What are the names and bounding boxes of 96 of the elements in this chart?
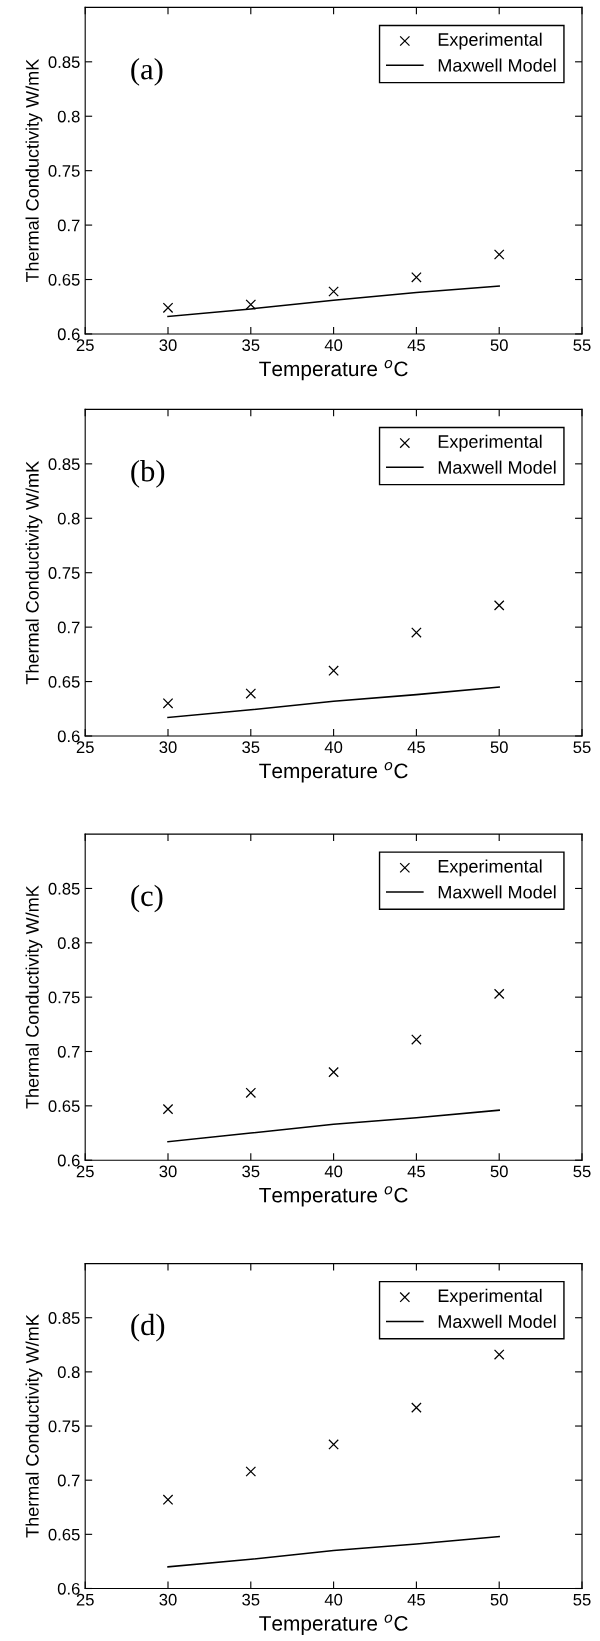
x-tick-label: 35 [242, 1165, 260, 1178]
x-tick-label: 35 [242, 339, 260, 352]
x-tick-label: 40 [324, 1593, 343, 1606]
x-tick-label: 50 [490, 741, 508, 754]
y-tick-label: 0.85 [48, 458, 80, 471]
point [245, 299, 257, 310]
x-tick-label: 55 [573, 1593, 591, 1606]
x-axis-title: Temperature $^{o}$C [259, 761, 408, 783]
y-axis-title: Thermal Conductivity W/mK [25, 58, 43, 283]
x-tick-label: 25 [76, 1165, 94, 1178]
x-tick-label: 45 [407, 339, 425, 352]
y-tick-label: 0.7 [57, 621, 80, 634]
x-tick-label: 25 [76, 1593, 94, 1606]
y-tick-label: 0.65 [48, 1100, 80, 1113]
y-axis-title: Thermal Conductivity W/mK [25, 461, 43, 685]
x-tick-label: 50 [490, 1593, 508, 1606]
x-tick-label: 30 [159, 339, 177, 352]
x-tick-label: 40 [324, 1165, 343, 1178]
legend-label: Maxwell Model [438, 1314, 556, 1328]
line-series [167, 686, 500, 719]
y-tick-label: 0.8 [57, 937, 80, 950]
y-tick-label: 0.75 [48, 1420, 80, 1433]
x-tick-label: 30 [159, 1165, 177, 1178]
annotation: (b) [131, 460, 165, 488]
point [162, 1103, 174, 1115]
x-tick-label: 55 [573, 741, 591, 754]
x-tick-label: 35 [242, 741, 260, 754]
point [493, 1349, 505, 1360]
y-tick-label: 0.6 [57, 1582, 80, 1595]
x-tick-label: 55 [573, 339, 591, 352]
legend-label: Experimental [438, 859, 542, 877]
x-tick-label: 50 [490, 1165, 508, 1178]
y-tick-label: 0.65 [48, 1528, 80, 1541]
point [411, 272, 422, 283]
annotation: (d) [131, 1313, 165, 1342]
y-tick-label: 0.7 [57, 1474, 80, 1487]
point [411, 1402, 422, 1413]
x-tick-label: 55 [573, 1165, 591, 1178]
y-tick-label: 0.85 [48, 882, 80, 895]
point [162, 1494, 174, 1505]
x-tick-label: 25 [76, 741, 94, 754]
line-series [167, 1535, 500, 1568]
point [493, 600, 505, 611]
legend-label: Experimental [438, 434, 542, 452]
point [493, 988, 505, 1000]
point [245, 1466, 257, 1477]
point [328, 665, 339, 676]
y-tick-label: 0.65 [48, 675, 80, 688]
point [245, 1087, 257, 1099]
y-tick-label: 0.75 [48, 991, 80, 1004]
x-tick-label: 30 [159, 1593, 177, 1606]
y-tick-label: 0.7 [57, 1045, 80, 1058]
annotation: (a) [131, 58, 163, 86]
x-tick-label: 40 [324, 339, 343, 352]
y-tick-label: 0.8 [57, 512, 80, 525]
y-tick-label: 0.6 [57, 328, 80, 341]
line-series [167, 285, 500, 318]
y-tick-label: 0.75 [48, 567, 80, 579]
legend-label: Experimental [438, 1288, 542, 1306]
x-tick-label: 40 [324, 741, 343, 754]
point [328, 1066, 339, 1078]
y-tick-label: 0.6 [57, 730, 80, 743]
annotation: (c) [131, 884, 163, 913]
y-axis-title: Thermal Conductivity W/mK [25, 885, 43, 1109]
point [328, 286, 339, 297]
y-axis-title: Thermal Conductivity W/mK [25, 1314, 43, 1538]
y-tick-label: 0.85 [48, 56, 80, 69]
point [411, 1034, 422, 1045]
x-axis-title: Temperature $^{o}$C [259, 1614, 408, 1635]
x-tick-label: 45 [407, 1593, 425, 1606]
x-tick-label: 50 [490, 339, 508, 352]
point [493, 249, 505, 260]
y-tick-label: 0.8 [57, 110, 80, 123]
y-tick-label: 0.75 [48, 165, 80, 177]
x-tick-label: 45 [407, 741, 425, 754]
y-tick-label: 0.85 [48, 1312, 80, 1324]
x-tick-label: 45 [407, 1165, 425, 1178]
y-tick-label: 0.6 [57, 1154, 80, 1167]
legend-label: Maxwell Model [438, 58, 556, 72]
point [245, 688, 257, 699]
x-tick-label: 30 [159, 741, 177, 754]
x-tick-label: 35 [242, 1593, 260, 1606]
point [162, 698, 174, 709]
x-axis-title: Temperature $^{o}$C [259, 359, 408, 381]
legend-label: Experimental [438, 32, 542, 50]
y-tick-label: 0.65 [48, 273, 80, 286]
legend-label: Maxwell Model [438, 460, 556, 474]
x-tick-label: 25 [76, 339, 94, 352]
point [328, 1439, 339, 1450]
y-tick-label: 0.8 [57, 1366, 80, 1379]
legend-label: Maxwell Model [438, 885, 556, 899]
x-axis-title: Temperature $^{o}$C [259, 1186, 408, 1207]
point [411, 627, 422, 638]
y-tick-label: 0.7 [57, 219, 80, 232]
line-series [167, 1109, 500, 1143]
point [162, 302, 174, 314]
